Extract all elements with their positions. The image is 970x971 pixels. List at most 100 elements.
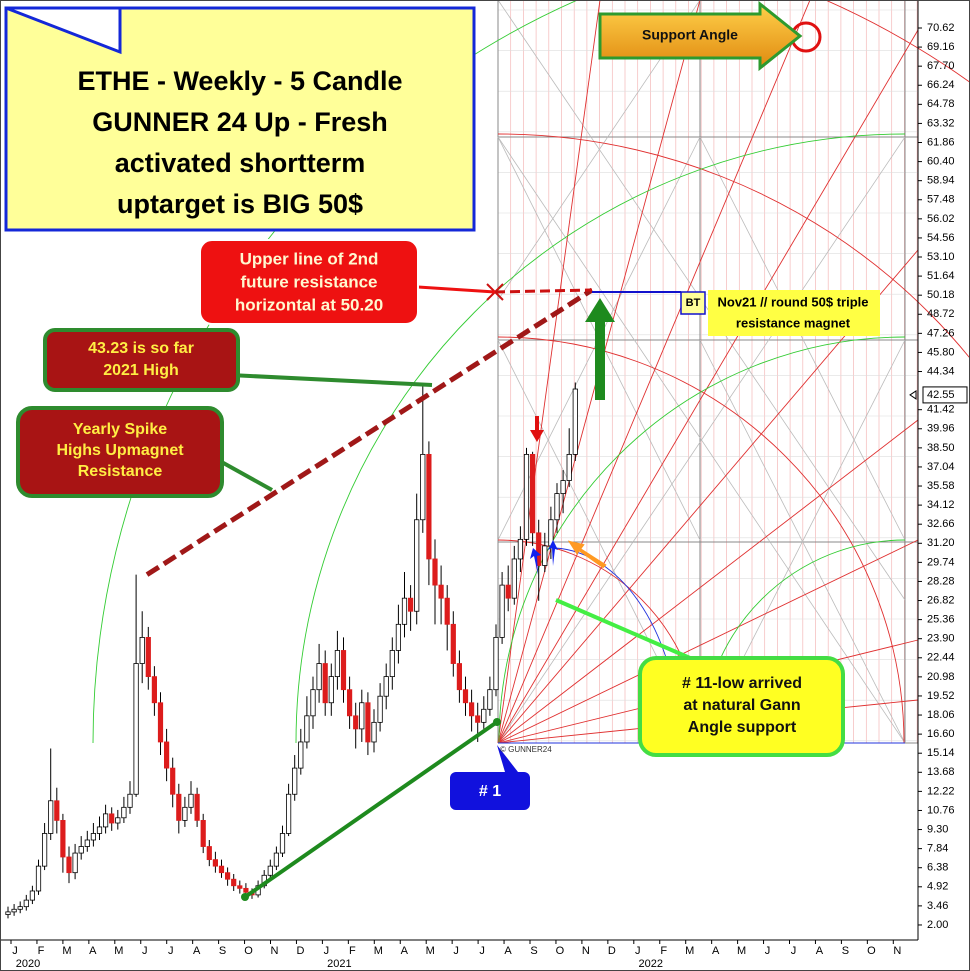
- y-tick-label: 20.98: [927, 671, 955, 683]
- candle-body: [60, 819, 66, 858]
- y-tick-label: 64.78: [927, 98, 955, 110]
- x-tick-label: J: [142, 945, 148, 957]
- x-tick-label: N: [893, 945, 901, 957]
- down-arrow-red: [530, 416, 544, 442]
- candle-body: [304, 715, 310, 743]
- x-tick-label: D: [608, 945, 616, 957]
- x-tick-label: F: [660, 945, 667, 957]
- candle-body: [127, 793, 133, 808]
- x-tick-label: M: [114, 945, 123, 957]
- gann-ray: [497, 539, 919, 744]
- annotation-text: Angle support: [688, 719, 797, 736]
- gann-diagonal: [699, 136, 906, 541]
- y-tick-label: 4.92: [927, 881, 948, 893]
- x-tick-label: D: [296, 945, 304, 957]
- title-box: [4, 6, 476, 232]
- last-price-pointer: [909, 389, 917, 400]
- candle-body: [420, 453, 426, 521]
- x-tick-label: M: [62, 945, 71, 957]
- candle-body: [365, 702, 371, 743]
- candle-body: [328, 676, 334, 704]
- candle-body: [426, 453, 432, 560]
- candle-body: [96, 826, 103, 834]
- y-tick-label: 35.58: [927, 480, 955, 492]
- y-tick-label: 51.64: [927, 270, 955, 282]
- candle-body: [218, 865, 225, 874]
- candle-body: [176, 793, 182, 821]
- number-one-box: [450, 772, 530, 810]
- y-tick-label: 37.04: [927, 461, 955, 473]
- annotation-text: Resistance: [78, 463, 163, 480]
- year-label: 2022: [639, 958, 663, 970]
- y-tick-label: 61.86: [927, 136, 955, 148]
- y-tick-label: 15.14: [927, 747, 955, 759]
- x-tick-label: A: [816, 945, 824, 957]
- x-tick-label: N: [582, 945, 590, 957]
- x-tick-label: J: [324, 945, 330, 957]
- candle-body: [170, 767, 176, 795]
- y-tick-label: 69.16: [927, 41, 955, 53]
- gann-arc-green: [498, 336, 906, 744]
- annotation-text: uptarget is BIG 50$: [117, 189, 363, 219]
- trend-dot: [493, 718, 501, 726]
- spike-resistance-line: [145, 287, 594, 577]
- candle-body: [334, 650, 341, 678]
- gann-ray: [497, 29, 919, 744]
- gann-ray: [497, 0, 811, 744]
- y-tick-label: 23.90: [927, 633, 955, 645]
- candle-body: [188, 793, 194, 808]
- bt-box: [680, 291, 706, 315]
- x-tick-label: S: [530, 945, 537, 957]
- candle-body: [359, 702, 365, 730]
- candle-body: [139, 636, 145, 664]
- candle-body: [292, 767, 298, 795]
- candle-body: [456, 663, 463, 691]
- candle-body: [493, 636, 499, 691]
- candle-body: [151, 676, 157, 704]
- annotation-text: future resistance: [241, 272, 378, 291]
- y-tick-label: 67.70: [927, 60, 955, 72]
- x-tick-label: A: [401, 945, 409, 957]
- x-tick-label: F: [38, 945, 45, 957]
- x-tick-label: A: [504, 945, 512, 957]
- x-tick-label: J: [635, 945, 641, 957]
- y-tick-label: 39.96: [927, 423, 955, 435]
- x-tick-label: O: [244, 945, 253, 957]
- y-tick-label: 70.62: [927, 22, 955, 34]
- annotation-text: Nov21 // round 50$ triple: [718, 294, 869, 309]
- candle-body: [115, 817, 121, 824]
- candle-body: [72, 852, 78, 874]
- callout-pointer: [417, 285, 496, 294]
- candle-body: [200, 819, 206, 847]
- candle-body: [450, 623, 456, 664]
- x-tick-label: F: [349, 945, 356, 957]
- candle-body: [109, 813, 115, 824]
- candle-body: [5, 911, 11, 915]
- candle-body: [322, 663, 328, 704]
- annotation-text: activated shortterm: [115, 148, 366, 178]
- candle-body: [566, 453, 572, 481]
- y-tick-label: 44.34: [927, 365, 955, 377]
- y-tick-label: 48.72: [927, 308, 955, 320]
- candle-body: [157, 702, 164, 743]
- gann-arc-green: [295, 133, 906, 744]
- candle-body: [279, 833, 286, 854]
- y-tick-label: 13.68: [927, 766, 955, 778]
- x-tick-label: J: [479, 945, 485, 957]
- x-tick-label: S: [219, 945, 226, 957]
- candle-body: [511, 558, 517, 599]
- candle-body: [231, 878, 237, 887]
- candle-body: [377, 695, 383, 723]
- number-one-pointer: [497, 745, 518, 772]
- candle-body: [505, 584, 511, 599]
- candle-body: [121, 806, 127, 819]
- y-tick-label: 16.60: [927, 728, 955, 740]
- x-tick-label: J: [791, 945, 797, 957]
- annotation-text: Support Angle: [642, 27, 738, 43]
- candle-body: [35, 865, 42, 892]
- candle-body: [401, 597, 408, 625]
- y-tick-label: 66.24: [927, 79, 955, 91]
- year-label: 2020: [16, 958, 40, 970]
- gann-diagonal: [497, 136, 906, 744]
- y-tick-label: 54.56: [927, 232, 955, 244]
